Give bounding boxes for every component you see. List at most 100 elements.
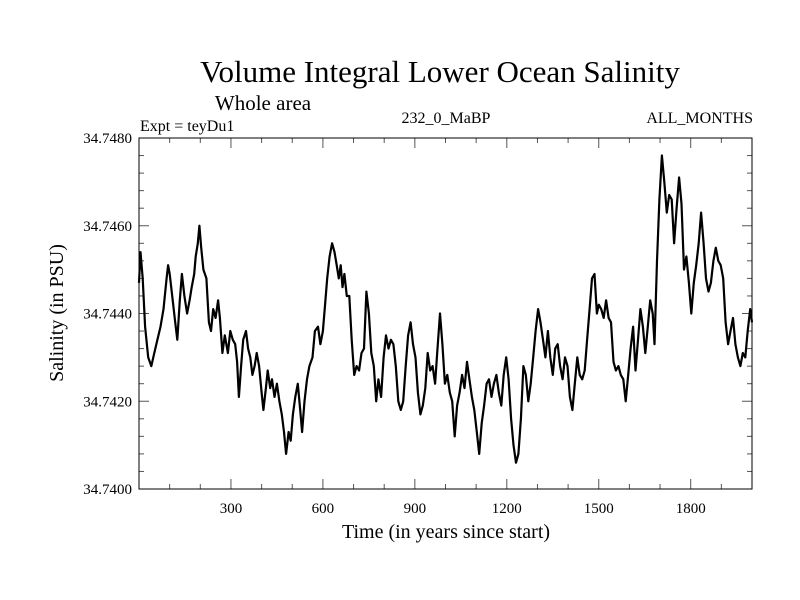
series-point: [308, 365, 310, 367]
series-point: [380, 396, 382, 398]
series-point: [412, 343, 414, 345]
series-point: [671, 198, 673, 200]
series-point: [449, 391, 451, 394]
series-point: [331, 242, 333, 244]
series-point: [432, 365, 434, 367]
series-point: [368, 312, 370, 315]
series-point: [656, 260, 658, 262]
series-point: [348, 295, 350, 297]
series-point: [326, 277, 328, 279]
series-point: [283, 431, 285, 433]
series-point: [544, 356, 547, 358]
series-point: [549, 356, 551, 358]
series-point: [436, 348, 439, 350]
series-point: [727, 343, 729, 345]
series-point: [390, 339, 392, 341]
series-point: [227, 352, 229, 354]
series-point: [683, 269, 685, 271]
series-point: [693, 282, 695, 284]
series-point: [685, 255, 688, 258]
series-point: [240, 365, 242, 367]
series-point: [663, 181, 665, 183]
salinity-series-line: [137, 154, 754, 464]
series-point: [142, 277, 144, 279]
series-point: [294, 396, 296, 398]
series-point: [747, 330, 749, 332]
x-tick-label: 600: [312, 501, 335, 517]
series-point: [193, 273, 195, 275]
series-point: [478, 453, 480, 455]
series-point: [397, 400, 399, 402]
series-point: [466, 361, 468, 363]
series-point: [444, 383, 446, 385]
series-point: [229, 330, 231, 332]
series-point: [446, 374, 448, 376]
series-point: [407, 334, 409, 336]
series-point: [566, 365, 569, 367]
series-point: [552, 374, 554, 376]
series-point: [459, 391, 461, 394]
series-point: [351, 339, 353, 341]
series-point: [324, 308, 326, 310]
series-point: [267, 369, 269, 372]
series-point: [336, 264, 338, 266]
series-point: [422, 405, 424, 407]
series-point: [508, 378, 510, 380]
series-point: [278, 400, 280, 402]
series-point: [522, 365, 525, 367]
series-point: [500, 405, 502, 407]
series-point: [666, 212, 668, 214]
series-point: [360, 352, 363, 354]
series-point: [276, 383, 278, 385]
series-point: [322, 330, 324, 332]
series-point: [242, 339, 244, 341]
series-point: [510, 418, 512, 420]
series-point: [605, 299, 607, 301]
x-tick-labels: 300 600 900 1200 1500 1800: [220, 501, 706, 517]
series-point: [505, 356, 507, 358]
series-point: [333, 251, 336, 253]
chart-subtitle: Whole area: [215, 91, 312, 115]
series-point: [515, 462, 517, 464]
series-point: [139, 251, 142, 253]
series-point: [712, 260, 715, 262]
series-point: [734, 343, 737, 345]
series-point: [210, 330, 212, 332]
x-tick-label: 900: [404, 501, 427, 517]
series-point: [454, 435, 456, 437]
series-point: [615, 369, 617, 372]
series-point: [579, 374, 581, 376]
series-point: [429, 369, 431, 372]
series-point: [346, 295, 348, 297]
series-point: [262, 409, 264, 411]
series-point: [329, 255, 331, 258]
series-point: [159, 326, 162, 328]
y-axis-label: Salinity (in PSU): [46, 244, 68, 382]
series-point: [174, 321, 176, 323]
series-point: [258, 365, 260, 367]
series-point: [303, 400, 306, 402]
series-point: [370, 352, 372, 354]
series-point: [707, 291, 710, 293]
series-point: [375, 400, 377, 402]
x-tick-label: 1200: [492, 501, 522, 517]
series-point: [147, 356, 149, 358]
series-point: [512, 444, 515, 446]
series-point: [535, 330, 537, 332]
series-point: [238, 396, 240, 398]
series-point: [710, 282, 712, 284]
series-point: [299, 409, 301, 411]
series-point: [652, 312, 654, 315]
series-point: [451, 400, 453, 402]
series-point: [634, 369, 637, 372]
series-point: [700, 212, 702, 214]
series-point: [532, 356, 534, 358]
series-point: [232, 339, 234, 341]
series-point: [520, 418, 522, 420]
series-point: [698, 242, 700, 244]
y-tick-label: 34.7420: [83, 394, 132, 410]
series-point: [661, 154, 663, 157]
y-tick-label: 34.7480: [83, 131, 132, 147]
series-point: [498, 391, 500, 394]
series-point: [632, 326, 634, 328]
